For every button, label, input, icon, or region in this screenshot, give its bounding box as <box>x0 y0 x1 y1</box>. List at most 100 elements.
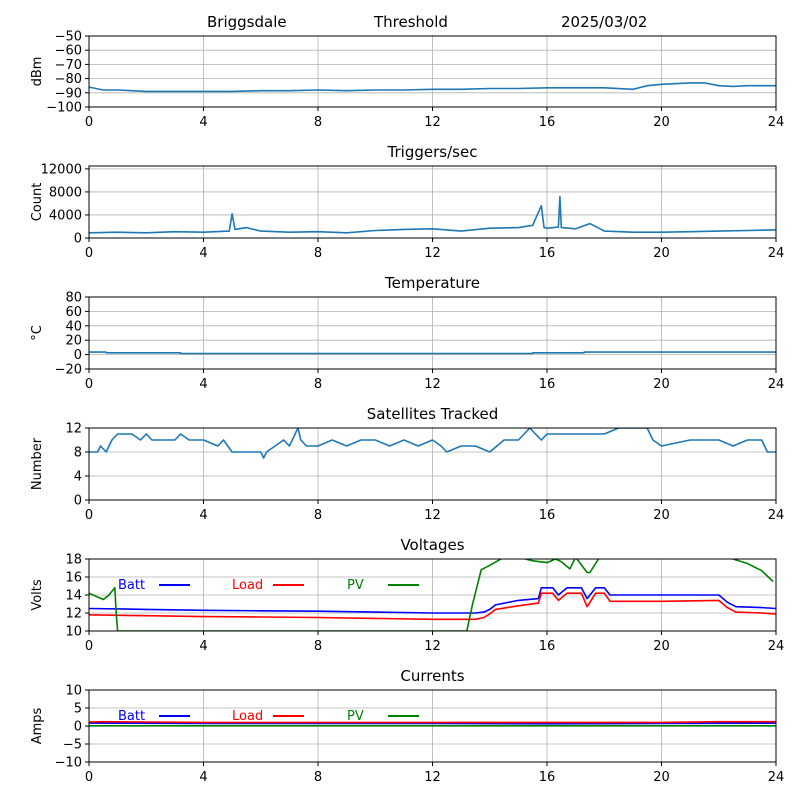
x-tick-label: 12 <box>424 246 441 261</box>
panel-title: Temperature <box>384 274 480 292</box>
panel-3: 0 4 8 12 16 20 24 0 4 8 12 Satellites Tracked Number <box>30 405 784 523</box>
x-tick-label: 4 <box>199 639 207 654</box>
x-tick-label: 12 <box>424 377 441 392</box>
y-tick-label: 12000 <box>41 162 82 177</box>
x-tick-label: 24 <box>768 246 785 261</box>
y-tick-label: −10 <box>55 756 82 771</box>
panel-1: 0 4 8 12 16 20 24 0 4000 8000 12000 Triggers/sec Cou… <box>30 143 784 261</box>
x-tick-label: 8 <box>314 508 322 523</box>
y-tick-label: −5 <box>63 738 82 753</box>
x-tick-label: 20 <box>653 377 670 392</box>
y-tick-label: 16 <box>65 571 82 586</box>
y-tick-label: −100 <box>46 101 82 116</box>
x-tick-label: 4 <box>199 115 207 130</box>
panel-title: Currents <box>400 667 464 685</box>
x-tick-label: 8 <box>314 770 322 785</box>
y-tick-label: −20 <box>55 363 82 378</box>
legend-label-load: Load <box>232 578 263 593</box>
y-axis-label: Amps <box>30 707 45 744</box>
y-tick-label: 0 <box>74 494 82 509</box>
y-tick-label: 4000 <box>49 208 82 223</box>
header-mode: Threshold <box>373 13 448 31</box>
x-tick-label: 12 <box>424 115 441 130</box>
x-tick-label: 20 <box>653 246 670 261</box>
series-batt-line <box>89 722 776 725</box>
x-tick-label: 12 <box>424 639 441 654</box>
x-tick-label: 16 <box>539 246 556 261</box>
y-tick-label: −50 <box>55 30 82 45</box>
panel-title: Voltages <box>400 536 464 554</box>
x-tick-label: 16 <box>539 770 556 785</box>
x-tick-label: 24 <box>768 377 785 392</box>
series-group <box>89 720 776 727</box>
y-tick-label: −60 <box>55 44 82 59</box>
legend-label-batt: Batt <box>118 578 145 593</box>
series-group <box>89 195 776 234</box>
y-tick-label: −70 <box>55 58 82 73</box>
series-line <box>89 195 776 234</box>
series-load-line <box>89 720 776 724</box>
panel-4: 0 4 8 12 16 20 24 10 12 14 16 18 Voltages Volts Batt Lo… <box>30 536 784 654</box>
y-tick-label: 12 <box>65 422 82 437</box>
y-tick-label: 60 <box>65 305 82 320</box>
series-line <box>89 82 776 93</box>
y-tick-label: 0 <box>74 348 82 363</box>
panel-title: Triggers/sec <box>387 143 478 161</box>
x-tick-label: 0 <box>85 770 93 785</box>
x-tick-label: 0 <box>85 115 93 130</box>
x-tick-label: 8 <box>314 246 322 261</box>
x-tick-label: 16 <box>539 115 556 130</box>
series-line <box>89 428 776 459</box>
panel-title: Satellites Tracked <box>367 405 498 423</box>
legend-label-pv: PV <box>347 709 364 724</box>
x-tick-label: 16 <box>539 639 556 654</box>
x-tick-label: 12 <box>424 770 441 785</box>
panel-0: 0 4 8 12 16 20 24 −100−90−80−70−60−50 dBm <box>30 30 784 131</box>
x-tick-label: 24 <box>768 115 785 130</box>
x-tick-label: 0 <box>85 508 93 523</box>
y-tick-label: 0 <box>74 232 82 247</box>
header-station: Briggsdale <box>207 13 287 31</box>
legend-label-batt: Batt <box>118 709 145 724</box>
x-tick-label: 8 <box>314 639 322 654</box>
x-tick-label: 20 <box>653 770 670 785</box>
header-date: 2025/03/02 <box>561 13 647 31</box>
x-tick-label: 0 <box>85 246 93 261</box>
series-group <box>89 82 776 93</box>
y-tick-label: 80 <box>65 291 82 306</box>
y-axis-label: Number <box>30 437 45 490</box>
y-axis-label: dBm <box>30 57 45 87</box>
x-tick-label: 0 <box>85 377 93 392</box>
series-load-line <box>89 592 776 621</box>
series-group <box>89 351 776 355</box>
x-tick-label: 4 <box>199 246 207 261</box>
y-tick-label: 12 <box>65 607 82 622</box>
y-tick-label: 4 <box>74 470 82 485</box>
x-tick-label: 20 <box>653 508 670 523</box>
x-tick-label: 8 <box>314 377 322 392</box>
x-tick-label: 20 <box>653 639 670 654</box>
series-batt-line <box>89 586 776 614</box>
x-tick-label: 24 <box>768 508 785 523</box>
y-tick-label: −80 <box>55 72 82 87</box>
y-tick-label: 14 <box>65 589 82 604</box>
x-tick-label: 0 <box>85 639 93 654</box>
y-tick-label: 8 <box>74 446 82 461</box>
x-tick-label: 24 <box>768 770 785 785</box>
y-tick-label: 8000 <box>49 185 82 200</box>
y-tick-label: 10 <box>65 684 82 699</box>
series-group <box>89 428 776 459</box>
y-tick-label: 40 <box>65 319 82 334</box>
x-tick-label: 20 <box>653 115 670 130</box>
x-tick-label: 24 <box>768 639 785 654</box>
y-tick-label: 0 <box>74 720 82 735</box>
x-tick-label: 16 <box>539 377 556 392</box>
y-axis-label: Count <box>30 183 45 222</box>
y-tick-label: 18 <box>65 553 82 568</box>
x-tick-label: 4 <box>199 770 207 785</box>
legend-label-pv: PV <box>347 578 364 593</box>
x-tick-label: 4 <box>199 377 207 392</box>
